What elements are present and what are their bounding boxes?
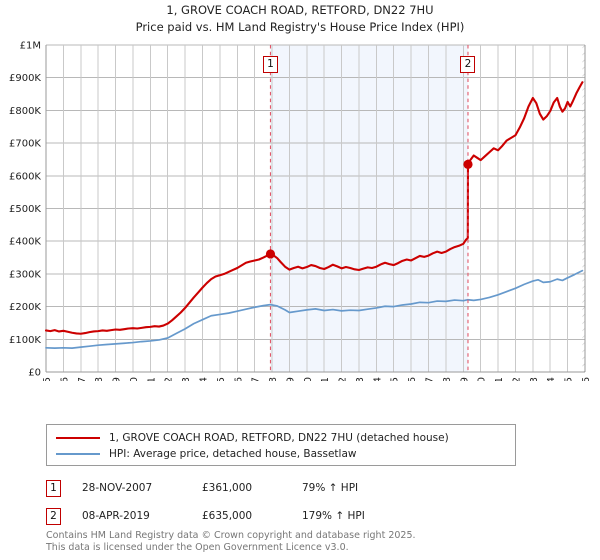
x-axis-tick-label: 2014 xyxy=(372,377,383,381)
chart-titles: 1, GROVE COACH ROAD, RETFORD, DN22 7HU P… xyxy=(0,2,600,36)
y-axis-tick-label: £700K xyxy=(9,139,41,150)
y-axis-tick-label: £100K xyxy=(9,335,41,346)
x-axis-tick-label: 2012 xyxy=(338,377,349,381)
event-marker-2[interactable]: 2 xyxy=(460,56,476,73)
legend-swatch-property xyxy=(56,437,100,439)
x-axis-tick-label: 2025 xyxy=(564,377,575,381)
legend-item-property: 1, GROVE COACH ROAD, RETFORD, DN22 7HU (… xyxy=(47,430,515,446)
x-axis-tick-label: 2006 xyxy=(233,377,244,381)
table-row[interactable]: 2 08-APR-2019 £635,000 179% ↑ HPI xyxy=(46,502,516,530)
legend-item-hpi: HPI: Average price, detached house, Bass… xyxy=(47,446,515,462)
x-axis-tick-label: 2003 xyxy=(181,377,192,381)
series-line-hpi xyxy=(45,269,584,349)
y-axis-tick-label: £300K xyxy=(9,269,41,280)
x-axis-tick-label: 2024 xyxy=(546,377,557,381)
x-axis-tick-label: 2021 xyxy=(494,377,505,381)
x-axis-tick-label: 2020 xyxy=(477,377,488,381)
legend-label-hpi: HPI: Average price, detached house, Bass… xyxy=(109,448,357,460)
transaction-price: £635,000 xyxy=(202,510,253,522)
x-axis-tick-label: 2018 xyxy=(442,377,453,381)
x-axis-tick-label: 1996 xyxy=(59,377,70,381)
y-axis-tick-label: £900K xyxy=(9,73,41,84)
event-marker-1[interactable]: 1 xyxy=(262,56,278,73)
chart-legend: 1, GROVE COACH ROAD, RETFORD, DN22 7HU (… xyxy=(46,424,516,466)
transaction-badge-2: 2 xyxy=(46,507,61,525)
x-axis-tick-label: 2002 xyxy=(164,377,175,381)
copyright-footer: Contains HM Land Registry data © Crown c… xyxy=(46,530,566,553)
chart-plot-area: £0 £100K £200K £300K £400K £500K £600K £700K £80… xyxy=(0,36,600,382)
table-row[interactable]: 1 28-NOV-2007 £361,000 79% ↑ HPI xyxy=(46,474,516,502)
x-axis-tick-label: 1995 xyxy=(42,377,53,381)
x-axis-tick-label: 1998 xyxy=(94,377,105,381)
x-axis-tick-label: 2001 xyxy=(146,377,157,381)
footer-line-2: This data is licensed under the Open Gov… xyxy=(46,541,349,553)
x-axis-tick-label: 2016 xyxy=(407,377,418,381)
series-line-property xyxy=(44,81,584,335)
x-axis-tick-label: 2019 xyxy=(459,377,470,381)
page-subtitle: Price paid vs. HM Land Registry's House … xyxy=(135,20,465,34)
y-axis-tick-label: £500K xyxy=(9,204,41,215)
transaction-date: 08-APR-2019 xyxy=(82,510,150,522)
y-axis-tick-label: £200K xyxy=(9,302,41,313)
price-history-chart: £0 £100K £200K £300K £400K £500K £600K £700K £80… xyxy=(9,41,592,382)
footer-line-1: Contains HM Land Registry data © Crown c… xyxy=(46,530,416,541)
x-axis-tick-label: 2007 xyxy=(251,377,262,381)
transaction-badge-1: 1 xyxy=(46,479,61,497)
transaction-date: 28-NOV-2007 xyxy=(82,482,153,494)
transaction-hpi-delta: 179% ↑ HPI xyxy=(302,510,365,522)
x-axis-tick-label: 2023 xyxy=(529,377,540,381)
transaction-price: £361,000 xyxy=(202,482,253,494)
x-axis-tick-label: 2010 xyxy=(303,377,314,381)
y-axis-tick-label: £800K xyxy=(9,106,41,117)
page-title: 1, GROVE COACH ROAD, RETFORD, DN22 7HU xyxy=(166,3,434,17)
transaction-hpi-delta: 79% ↑ HPI xyxy=(302,482,359,494)
future-hatched-region xyxy=(582,45,585,372)
x-axis-tick-label: 2022 xyxy=(511,377,522,381)
sale-point-1 xyxy=(265,249,276,259)
x-axis-tick-label: 2026 xyxy=(581,377,592,381)
x-axis-tick-label: 2013 xyxy=(355,377,366,381)
sale-point-2 xyxy=(463,159,473,169)
x-axis-tick-label: 1999 xyxy=(112,377,123,381)
x-axis-tick-label: 2017 xyxy=(425,377,436,381)
x-axis-tick-label: 2015 xyxy=(390,377,401,381)
legend-swatch-hpi xyxy=(56,453,100,455)
x-axis-tick-label: 2011 xyxy=(320,377,331,381)
y-axis-tick-label: £1M xyxy=(20,41,41,52)
y-axis-tick-label: £400K xyxy=(9,237,41,248)
x-axis-tick-label: 2009 xyxy=(285,377,296,381)
x-axis-tick-label: 2004 xyxy=(198,377,209,381)
y-axis-tick-label: £600K xyxy=(9,171,41,182)
y-axis-tick-label: £0 xyxy=(28,368,41,379)
x-axis-tick-label: 2005 xyxy=(216,377,227,381)
legend-label-property: 1, GROVE COACH ROAD, RETFORD, DN22 7HU (… xyxy=(109,432,449,444)
transactions-table: 1 28-NOV-2007 £361,000 79% ↑ HPI 2 08-AP… xyxy=(46,474,516,530)
x-axis-tick-label: 2000 xyxy=(129,377,140,381)
x-axis-tick-label: 2008 xyxy=(268,377,279,381)
x-axis-tick-label: 1997 xyxy=(77,377,88,381)
